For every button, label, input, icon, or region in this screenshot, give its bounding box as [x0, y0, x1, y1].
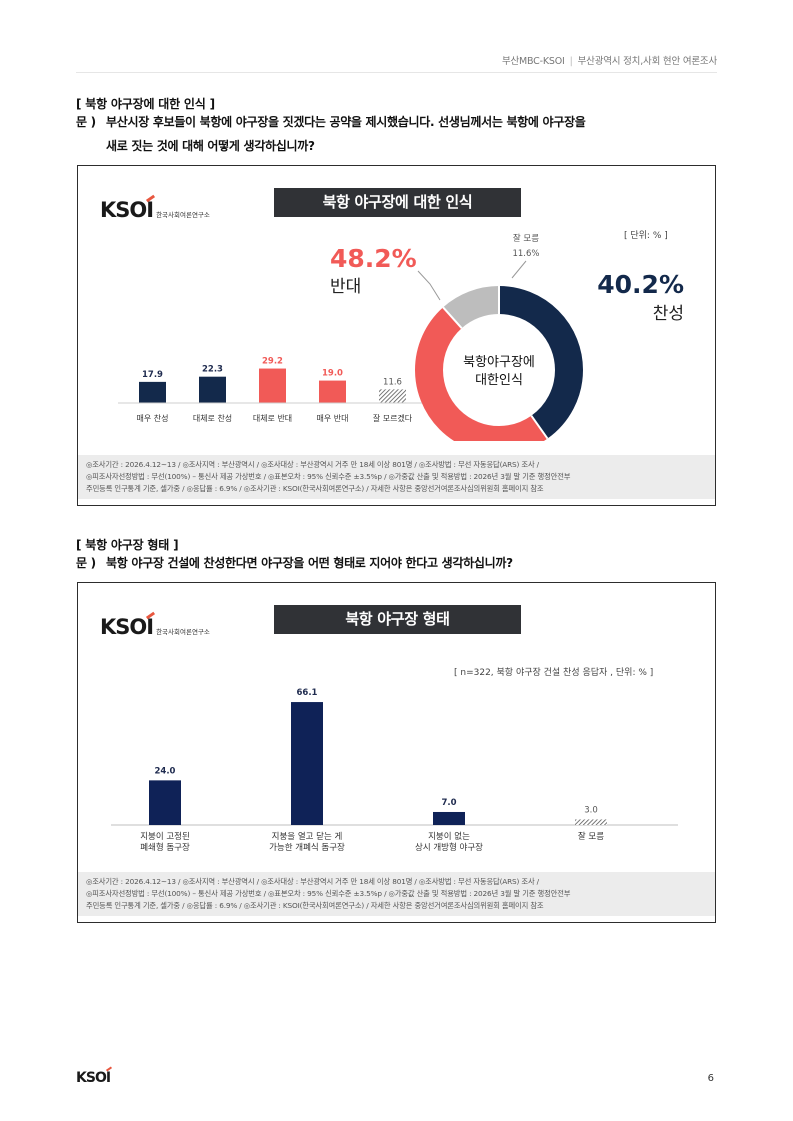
- bar-2: [259, 368, 286, 403]
- chart-panel-type: KS OI 한국사회여론연구소 북항 야구장 형태 [ n=322, 북항 야구장…: [77, 582, 716, 923]
- leader-no: [417, 270, 441, 301]
- bar-category-2-line0: 지붕이 없는: [428, 831, 470, 842]
- opinion-chart-svg: 17.9 매우 찬성 22.3 대체로 찬성 29.2 대체로 반대 19.0 매우 반대 11…: [118, 233, 684, 441]
- bar-category-0-line0: 지붕이 고정된: [140, 831, 190, 842]
- donut-center-line2: 대한인식: [475, 373, 523, 388]
- bar-0: [139, 381, 166, 403]
- donut-separator-1: [530, 415, 549, 440]
- page-header: 부산MBC-KSOI | 부산광역시 정치,사회 현안 여론조사: [501, 56, 718, 67]
- donut-separator-2: [442, 306, 463, 329]
- bar-value-4: 11.6: [383, 377, 402, 387]
- bar-category-2-line1: 상시 개방형 야구장: [415, 842, 483, 853]
- bar-category-4: 잘 모르겠다: [373, 413, 413, 423]
- bar-value-1: 66.1: [297, 688, 318, 698]
- chart-panel-opinion: KS OI 한국사회여론연구소 북항 야구장에 대한 인식 [ 단위: % ] 1…: [77, 165, 716, 506]
- bar-0: [149, 780, 181, 825]
- section2-title: [ 북항 야구장 형태 ]: [76, 538, 179, 552]
- ksoi-logo: KS OI 한국사회여론연구소: [100, 611, 210, 638]
- footnote-line3: 주민등록 인구통계 기준, 셀가중 / ◎응답률 : 6.9% / ◎조사기관 …: [86, 901, 544, 910]
- footnote-line3: 주민등록 인구통계 기준, 셀가중 / ◎응답률 : 6.9% / ◎조사기관 …: [86, 484, 544, 493]
- logo-sub: 한국사회여론연구소: [156, 628, 210, 636]
- bar-value-0: 24.0: [155, 766, 176, 776]
- chart-title: 북항 야구장 형태: [274, 605, 521, 634]
- bar-value-3: 19.0: [322, 369, 343, 379]
- question-line2: 새로 짓는 것에 대해 어떻게 생각하십니까?: [106, 139, 315, 153]
- footer-ksoi-logo: KS OI: [76, 1066, 113, 1085]
- bar-4: [379, 389, 406, 403]
- pie-value-yes: 40.2%: [597, 270, 684, 299]
- logo-sub: 한국사회여론연구소: [156, 211, 210, 219]
- pie-label-yes: 찬성: [653, 304, 684, 324]
- bar-value-0: 17.9: [142, 370, 163, 380]
- pie-value-dk: 11.6%: [512, 249, 539, 259]
- pie-value-no: 48.2%: [330, 244, 417, 273]
- bar-value-2: 29.2: [262, 357, 283, 367]
- pie-label-no: 반대: [330, 277, 361, 297]
- question-mark: 문 ): [76, 556, 96, 570]
- bar-category-3: 매우 반대: [317, 414, 349, 423]
- question-mark: 문 ): [76, 115, 96, 129]
- pie-label-dk: 잘 모름: [513, 233, 539, 244]
- unit-label: [ 단위: % ]: [624, 231, 668, 241]
- ksoi-logo: KS OI 한국사회여론연구소: [100, 194, 210, 221]
- bar-value-2: 7.0: [441, 798, 456, 808]
- bar-1: [291, 702, 323, 825]
- bar-3: [575, 819, 607, 825]
- header-divider: [76, 72, 717, 73]
- donut-center-line1: 북항야구장에: [463, 355, 535, 370]
- bar-category-0-line1: 폐쇄형 돔구장: [140, 842, 190, 853]
- bar-category-1-line1: 가능한 개폐식 돔구장: [269, 842, 345, 853]
- bar-category-1-line0: 지붕을 열고 닫는 게: [272, 831, 343, 842]
- header-source: 부산MBC-KSOI: [501, 56, 565, 67]
- chart-title: 북항 야구장에 대한 인식: [274, 188, 521, 217]
- bar-value-3: 3.0: [584, 805, 598, 815]
- footnote-line1: ◎조사기간 : 2026.4.12~13 / ◎조사지역 : 부산광역시 / ◎…: [86, 877, 539, 886]
- survey-footnote: ◎조사기간 : 2026.4.12~13 / ◎조사지역 : 부산광역시 / ◎…: [78, 872, 715, 916]
- unit-label: [ n=322, 북항 야구장 건설 찬성 응답자 , 단위: % ]: [454, 668, 654, 678]
- bar-category-2: 대체로 반대: [253, 413, 292, 423]
- donut-slice-1: [415, 286, 583, 441]
- leader-dk: [511, 260, 527, 279]
- page-number: 6: [707, 1073, 714, 1084]
- question-line1: 부산시장 후보들이 북항에 야구장을 짓겠다는 공약을 제시했습니다. 선생님께…: [106, 115, 586, 129]
- section1-title: [ 북항 야구장에 대한 인식 ]: [76, 97, 215, 111]
- footnote-line1: ◎조사기간 : 2026.4.12~13 / ◎조사지역 : 부산광역시 / ◎…: [86, 460, 539, 469]
- question-line1: 북항 야구장 건설에 찬성한다면 야구장을 어떤 형태로 지어야 한다고 생각하…: [106, 556, 513, 570]
- section1-question: 문 ) 부산시장 후보들이 북항에 야구장을 짓겠다는 공약을 제시했습니다. 선…: [76, 110, 736, 158]
- footnote-line2: ◎피조사자선정방법 : 무선(100%) – 통신사 제공 가상번호 / ◎표본…: [86, 472, 571, 481]
- footnote-line2: ◎피조사자선정방법 : 무선(100%) – 통신사 제공 가상번호 / ◎표본…: [86, 889, 571, 898]
- bar-category-3-line0: 잘 모름: [578, 831, 604, 842]
- header-title: 부산광역시 정치,사회 현안 여론조사: [577, 56, 718, 67]
- survey-footnote: ◎조사기간 : 2026.4.12~13 / ◎조사지역 : 부산광역시 / ◎…: [78, 455, 715, 499]
- bar-3: [319, 380, 346, 403]
- bar-category-0: 매우 찬성: [137, 413, 169, 423]
- bar-2: [433, 811, 465, 825]
- bar-1: [199, 376, 226, 403]
- bar-value-1: 22.3: [202, 365, 223, 375]
- section2-question: 문 ) 북항 야구장 건설에 찬성한다면 야구장을 어떤 형태로 지어야 한다고 …: [76, 551, 736, 575]
- bar-category-1: 대체로 찬성: [193, 413, 232, 423]
